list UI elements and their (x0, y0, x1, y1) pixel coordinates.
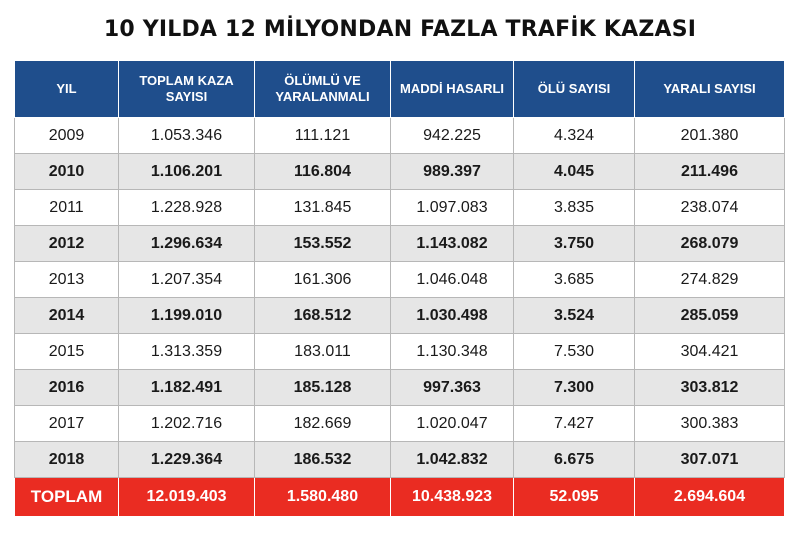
table-header-row: YIL TOPLAM KAZA SAYISI ÖLÜMLÜ VE YARALAN… (14, 60, 785, 118)
table-row: 2017 1.202.716 182.669 1.020.047 7.427 300.38… (14, 405, 785, 442)
table-row: 2010 1.106.201 116.804 989.397 4.045 211.496 (14, 153, 785, 190)
cell-injured: 274.829 (634, 261, 785, 298)
cell-year: 2012 (14, 225, 119, 262)
header-total-accidents: TOPLAM KAZA SAYISI (118, 60, 255, 118)
cell-year: 2014 (14, 297, 119, 334)
table-row: 2015 1.313.359 183.011 1.130.348 7.530 304.42… (14, 333, 785, 370)
cell-injured: 300.383 (634, 405, 785, 442)
cell-year: 2009 (14, 117, 119, 154)
cell-deaths: 6.675 (513, 441, 635, 478)
cell-fatal-injury: 182.669 (254, 405, 391, 442)
traffic-accident-table: YIL TOPLAM KAZA SAYISI ÖLÜMLÜ VE YARALAN… (14, 60, 785, 517)
cell-fatal-injury: 183.011 (254, 333, 391, 370)
cell-injured: 304.421 (634, 333, 785, 370)
cell-total-accidents: 1.106.201 (118, 153, 255, 190)
header-deaths: ÖLÜ SAYISI (513, 60, 635, 118)
cell-year: 2015 (14, 333, 119, 370)
cell-injured: 238.074 (634, 189, 785, 226)
cell-total-accidents: 1.182.491 (118, 369, 255, 406)
cell-year: 2013 (14, 261, 119, 298)
cell-material-damage: 1.020.047 (390, 405, 514, 442)
cell-year: 2011 (14, 189, 119, 226)
cell-total-accidents: 1.053.346 (118, 117, 255, 154)
cell-injured: 285.059 (634, 297, 785, 334)
total-accidents-value: 12.019.403 (118, 477, 255, 517)
cell-total-accidents: 1.199.010 (118, 297, 255, 334)
cell-material-damage: 1.042.832 (390, 441, 514, 478)
cell-material-damage: 1.130.348 (390, 333, 514, 370)
cell-injured: 307.071 (634, 441, 785, 478)
cell-injured: 303.812 (634, 369, 785, 406)
cell-deaths: 3.835 (513, 189, 635, 226)
cell-deaths: 3.685 (513, 261, 635, 298)
cell-deaths: 3.524 (513, 297, 635, 334)
cell-total-accidents: 1.228.928 (118, 189, 255, 226)
page-title: 10 YILDA 12 MİLYONDAN FAZLA TRAFİK KAZAS… (103, 17, 697, 42)
total-deaths-value: 52.095 (513, 477, 635, 517)
cell-total-accidents: 1.229.364 (118, 441, 255, 478)
cell-deaths: 4.045 (513, 153, 635, 190)
table-body: 2009 1.053.346 111.121 942.225 4.324 201.380 2… (14, 117, 785, 478)
table-row: 2009 1.053.346 111.121 942.225 4.324 201.380 (14, 117, 785, 154)
header-injured: YARALI SAYISI (634, 60, 785, 118)
cell-deaths: 7.427 (513, 405, 635, 442)
cell-injured: 211.496 (634, 153, 785, 190)
cell-material-damage: 997.363 (390, 369, 514, 406)
table-row: 2013 1.207.354 161.306 1.046.048 3.685 274.82… (14, 261, 785, 298)
cell-fatal-injury: 111.121 (254, 117, 391, 154)
header-material-damage: MADDİ HASARLI (390, 60, 514, 118)
cell-fatal-injury: 161.306 (254, 261, 391, 298)
cell-fatal-injury: 131.845 (254, 189, 391, 226)
table-row: 2014 1.199.010 168.512 1.030.498 3.524 285.05… (14, 297, 785, 334)
cell-injured: 268.079 (634, 225, 785, 262)
cell-total-accidents: 1.296.634 (118, 225, 255, 262)
cell-material-damage: 1.030.498 (390, 297, 514, 334)
cell-deaths: 7.300 (513, 369, 635, 406)
cell-deaths: 7.530 (513, 333, 635, 370)
cell-material-damage: 942.225 (390, 117, 514, 154)
total-fatal-injury-value: 1.580.480 (254, 477, 391, 517)
table-row: 2012 1.296.634 153.552 1.143.082 3.750 268.07… (14, 225, 785, 262)
total-injured-value: 2.694.604 (634, 477, 785, 517)
header-fatal-injury: ÖLÜMLÜ VE YARALANMALI (254, 60, 391, 118)
cell-total-accidents: 1.207.354 (118, 261, 255, 298)
table-row: 2018 1.229.364 186.532 1.042.832 6.675 307.07… (14, 441, 785, 478)
cell-fatal-injury: 185.128 (254, 369, 391, 406)
cell-fatal-injury: 186.532 (254, 441, 391, 478)
cell-material-damage: 1.046.048 (390, 261, 514, 298)
cell-material-damage: 1.143.082 (390, 225, 514, 262)
cell-deaths: 4.324 (513, 117, 635, 154)
cell-year: 2017 (14, 405, 119, 442)
cell-fatal-injury: 116.804 (254, 153, 391, 190)
table-row: 2016 1.182.491 185.128 997.363 7.300 303.812 (14, 369, 785, 406)
total-material-damage-value: 10.438.923 (390, 477, 514, 517)
cell-year: 2010 (14, 153, 119, 190)
cell-material-damage: 1.097.083 (390, 189, 514, 226)
cell-material-damage: 989.397 (390, 153, 514, 190)
total-row: TOPLAM 12.019.403 1.580.480 10.438.923 5… (14, 477, 785, 517)
total-label: TOPLAM (14, 477, 119, 517)
cell-year: 2016 (14, 369, 119, 406)
cell-injured: 201.380 (634, 117, 785, 154)
table-row: 2011 1.228.928 131.845 1.097.083 3.835 238.07… (14, 189, 785, 226)
cell-fatal-injury: 168.512 (254, 297, 391, 334)
cell-total-accidents: 1.202.716 (118, 405, 255, 442)
cell-year: 2018 (14, 441, 119, 478)
cell-deaths: 3.750 (513, 225, 635, 262)
header-year: YIL (14, 60, 119, 118)
cell-total-accidents: 1.313.359 (118, 333, 255, 370)
cell-fatal-injury: 153.552 (254, 225, 391, 262)
